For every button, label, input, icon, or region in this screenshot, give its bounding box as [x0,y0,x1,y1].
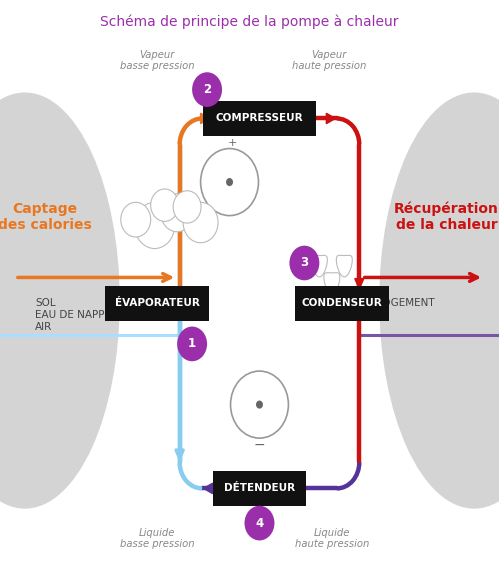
FancyBboxPatch shape [213,471,306,506]
Text: LOGEMENT: LOGEMENT [377,298,434,309]
Text: Vapeur
haute pression: Vapeur haute pression [292,50,367,72]
Text: +: + [228,138,237,148]
Circle shape [183,202,218,243]
Circle shape [135,202,175,249]
Text: 4: 4 [255,517,263,529]
Circle shape [256,401,263,409]
Circle shape [161,194,194,232]
Text: Captage
des calories: Captage des calories [0,202,92,232]
Text: Récupération
de la chaleur: Récupération de la chaleur [394,201,499,232]
Polygon shape [175,450,184,461]
Text: DÉTENDEUR: DÉTENDEUR [224,483,295,494]
Text: Vapeur
basse pression: Vapeur basse pression [120,50,195,72]
Text: 1: 1 [188,338,196,350]
Circle shape [151,189,179,221]
Polygon shape [355,279,364,289]
Text: ÉVAPORATEUR: ÉVAPORATEUR [115,298,200,309]
Polygon shape [175,449,184,460]
Text: Liquide
haute pression: Liquide haute pression [294,528,369,550]
Circle shape [245,506,274,540]
Polygon shape [326,113,335,124]
FancyBboxPatch shape [295,286,389,321]
FancyBboxPatch shape [105,286,209,321]
Text: Schéma de principe de la pompe à chaleur: Schéma de principe de la pompe à chaleur [100,14,399,29]
Text: CONDENSEUR: CONDENSEUR [301,298,382,309]
Circle shape [226,178,233,186]
Text: −: − [253,438,265,452]
Polygon shape [324,273,340,294]
Circle shape [231,371,288,438]
Text: 2: 2 [203,83,211,96]
Circle shape [177,327,207,361]
Polygon shape [204,483,213,494]
Ellipse shape [0,92,120,509]
Polygon shape [201,113,210,124]
Text: SOL
EAU DE NAPPE
AIR: SOL EAU DE NAPPE AIR [35,298,111,332]
FancyBboxPatch shape [203,101,316,136]
Circle shape [173,191,201,223]
Text: Liquide
basse pression: Liquide basse pression [120,528,195,550]
Polygon shape [336,255,352,277]
Polygon shape [311,255,327,277]
Circle shape [192,72,222,107]
Ellipse shape [379,92,499,509]
Text: 3: 3 [300,257,308,269]
Circle shape [201,149,258,216]
Text: COMPRESSEUR: COMPRESSEUR [216,113,303,124]
Circle shape [121,202,151,237]
Circle shape [289,246,319,280]
